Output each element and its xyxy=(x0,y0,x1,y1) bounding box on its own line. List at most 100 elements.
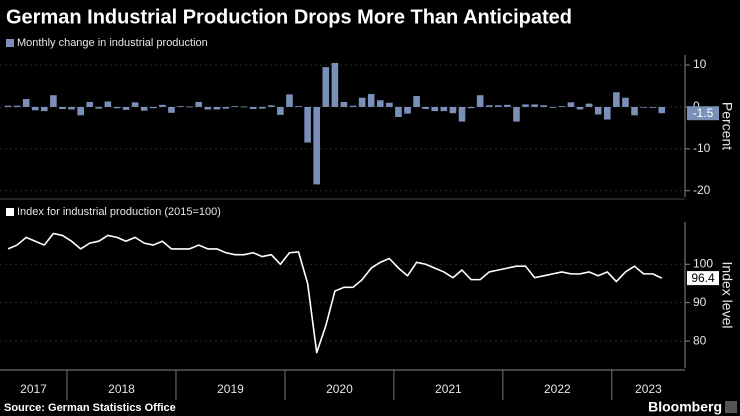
y-tick-label: 80 xyxy=(693,333,707,347)
y-tick-label: 0 xyxy=(693,99,700,113)
legend-swatch xyxy=(6,39,14,47)
bar xyxy=(404,106,411,114)
bar xyxy=(585,103,593,107)
bar xyxy=(41,106,48,112)
bar xyxy=(277,106,284,115)
bar xyxy=(268,105,275,107)
bar xyxy=(504,104,511,107)
bar xyxy=(258,106,266,109)
x-tick-label: 2023 xyxy=(635,382,662,396)
y-tick-label: 100 xyxy=(693,256,713,270)
bar xyxy=(186,106,193,108)
bar xyxy=(495,105,502,107)
legend-label: Monthly change in industrial production xyxy=(17,37,208,49)
bar xyxy=(558,106,566,107)
bar xyxy=(122,106,130,110)
bar xyxy=(231,106,239,107)
x-tick-label: 2017 xyxy=(20,382,47,396)
bar xyxy=(613,92,620,107)
bar xyxy=(140,106,148,111)
axis-label: Percent xyxy=(719,102,735,150)
bar xyxy=(131,102,139,107)
y-tick-label: -20 xyxy=(693,183,711,197)
bar xyxy=(13,105,21,107)
x-tick-label: 2018 xyxy=(108,382,135,396)
bar xyxy=(349,105,357,107)
bar xyxy=(458,106,466,122)
bar xyxy=(649,106,656,108)
bar xyxy=(159,104,166,107)
brand-icon xyxy=(725,401,737,413)
x-tick-label: 2020 xyxy=(326,382,353,396)
bar xyxy=(77,106,84,116)
bar xyxy=(340,101,348,107)
bar xyxy=(213,106,221,110)
last-value-label: 96.4 xyxy=(691,271,715,285)
bar xyxy=(240,106,248,108)
bar xyxy=(422,106,429,110)
source: Source: German Statistics Office xyxy=(4,402,176,414)
bar xyxy=(549,106,557,108)
brand: Bloomberg xyxy=(648,399,722,415)
bar xyxy=(68,106,75,110)
bar xyxy=(603,106,611,120)
bar xyxy=(168,106,175,113)
bar xyxy=(522,104,529,107)
bar xyxy=(367,93,375,107)
bar xyxy=(440,106,448,112)
bar xyxy=(95,106,103,109)
y-tick-label: 10 xyxy=(693,57,707,71)
bar xyxy=(467,106,475,109)
bar xyxy=(413,96,420,107)
chart-title: German Industrial Production Drops More … xyxy=(6,6,572,28)
axis-label: Index level xyxy=(719,262,735,329)
x-tick-label: 2021 xyxy=(435,382,462,396)
line xyxy=(7,232,663,354)
x-tick-label: 2019 xyxy=(217,382,244,396)
bar xyxy=(22,98,30,107)
x-tick-label: 2022 xyxy=(544,382,571,396)
bar xyxy=(295,106,302,107)
bar xyxy=(640,106,647,108)
bar xyxy=(449,106,457,114)
last-value-box xyxy=(687,271,719,286)
bar xyxy=(195,101,202,107)
bar xyxy=(567,102,575,107)
bar xyxy=(204,106,212,110)
bar xyxy=(113,106,121,109)
bar xyxy=(594,106,602,115)
bar xyxy=(531,104,538,107)
bar xyxy=(86,101,94,107)
bar xyxy=(395,106,402,117)
bar xyxy=(485,105,493,107)
last-value-label: -1.5 xyxy=(693,106,714,120)
bar xyxy=(358,97,366,107)
bar xyxy=(631,106,638,116)
bar xyxy=(304,106,311,143)
bar xyxy=(431,106,439,112)
bar xyxy=(286,94,293,107)
bar xyxy=(104,101,112,107)
y-tick-label: 90 xyxy=(693,295,707,309)
bar xyxy=(4,105,12,107)
legend-label: Index for industrial production (2015=10… xyxy=(17,206,221,218)
legend-swatch xyxy=(6,208,14,216)
bar xyxy=(576,106,584,110)
bar xyxy=(249,106,257,110)
bar xyxy=(149,106,157,109)
bar xyxy=(658,106,666,114)
bar xyxy=(476,95,484,107)
bar xyxy=(313,106,321,185)
bar xyxy=(331,62,339,107)
bar xyxy=(322,67,330,107)
bar xyxy=(622,97,629,107)
bar xyxy=(540,105,548,107)
bar xyxy=(59,106,66,110)
bar xyxy=(31,106,39,111)
bar xyxy=(386,102,393,107)
bar xyxy=(513,106,520,122)
last-value-box xyxy=(687,106,719,121)
bar xyxy=(50,95,57,107)
